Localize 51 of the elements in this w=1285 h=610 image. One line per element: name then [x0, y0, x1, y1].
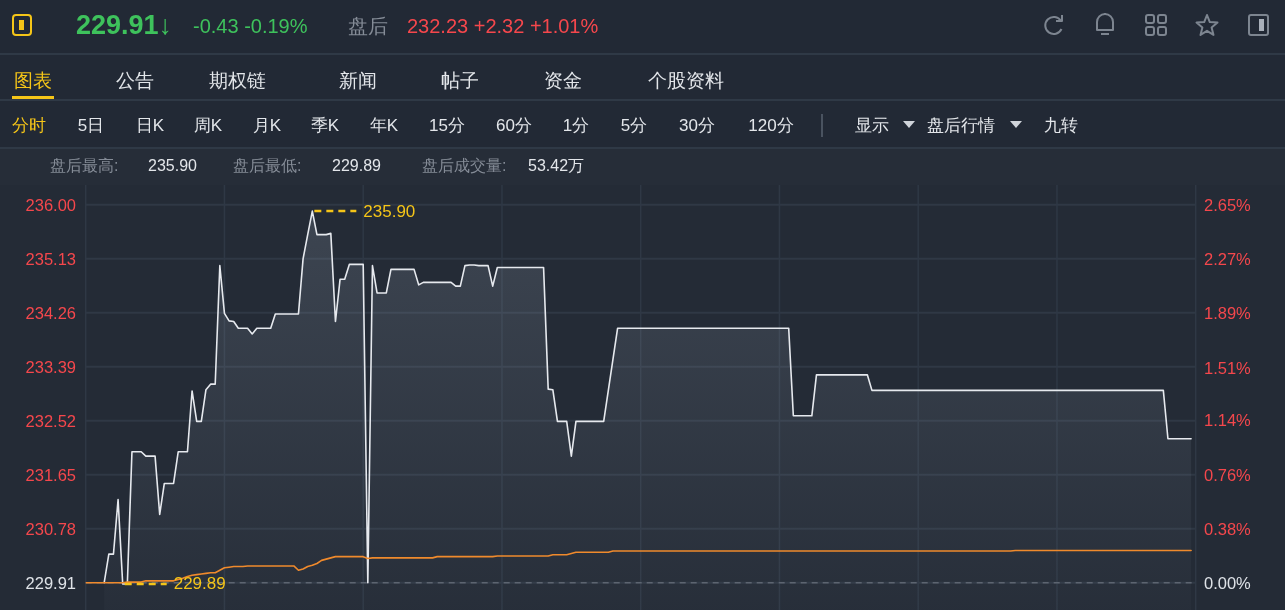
y-tick-label: 234.26: [25, 303, 76, 322]
text: 235.90: [148, 156, 198, 174]
y-tick-label: 232.52: [25, 411, 76, 430]
text: 期权链: [208, 69, 266, 91]
y2-tick-label: 0.00%: [1204, 573, 1252, 592]
text: 53.42万: [528, 156, 585, 174]
text: 周K: [193, 115, 223, 135]
y2-tick-label: 2.65%: [1204, 195, 1252, 214]
text: 盘后最低:: [233, 156, 302, 174]
y-tick-label: 235.13: [25, 249, 76, 268]
text: 232.23 +2.32 +1.01%: [407, 15, 599, 37]
text: 229.91↓: [76, 10, 173, 40]
text: 年K: [369, 115, 399, 135]
text: 图表: [14, 69, 52, 91]
text: 1分: [562, 115, 590, 135]
text: 30分: [679, 115, 715, 135]
text: 日K: [135, 115, 165, 135]
y2-tick-label: 1.89%: [1204, 304, 1252, 323]
text: 60分: [496, 115, 532, 135]
annotation: 229.89: [173, 574, 226, 594]
y2-tick-label: 1.51%: [1204, 358, 1252, 377]
y2-tick-label: 2.27%: [1204, 250, 1252, 269]
text: 盘后成交量:: [422, 156, 507, 174]
text: 盘后最高:: [50, 156, 119, 174]
y-tick-label: 233.39: [25, 357, 76, 376]
text: 5分: [620, 115, 648, 135]
annotation: 235.90: [363, 201, 416, 221]
y2-tick-label: 1.14%: [1204, 411, 1252, 430]
text: 盘后: [348, 15, 388, 37]
text: 九转: [1044, 115, 1078, 135]
text: 5日: [77, 115, 105, 135]
text: 个股资料: [648, 69, 724, 91]
text: 显示: [855, 115, 889, 135]
y-tick-label: 231.65: [25, 465, 76, 484]
y2-tick-label: 0.38%: [1204, 519, 1252, 538]
y-tick-label: 229.91: [25, 573, 76, 592]
y2-tick-label: 0.76%: [1204, 465, 1252, 484]
text: 公告: [116, 69, 154, 91]
text: 月K: [252, 115, 282, 135]
text: 分时: [12, 115, 46, 135]
text: 季K: [310, 115, 340, 135]
text: 120分: [748, 115, 794, 135]
text: 229.89: [332, 156, 382, 174]
text: 帖子: [441, 69, 479, 91]
y-tick-label: 230.78: [25, 519, 76, 538]
text: -0.43 -0.19%: [193, 15, 308, 37]
text: 盘后行情: [927, 115, 995, 135]
text: 15分: [429, 115, 465, 135]
text: 资金: [544, 69, 582, 91]
y-tick-label: 236.00: [25, 195, 76, 214]
text: 新闻: [339, 69, 377, 91]
